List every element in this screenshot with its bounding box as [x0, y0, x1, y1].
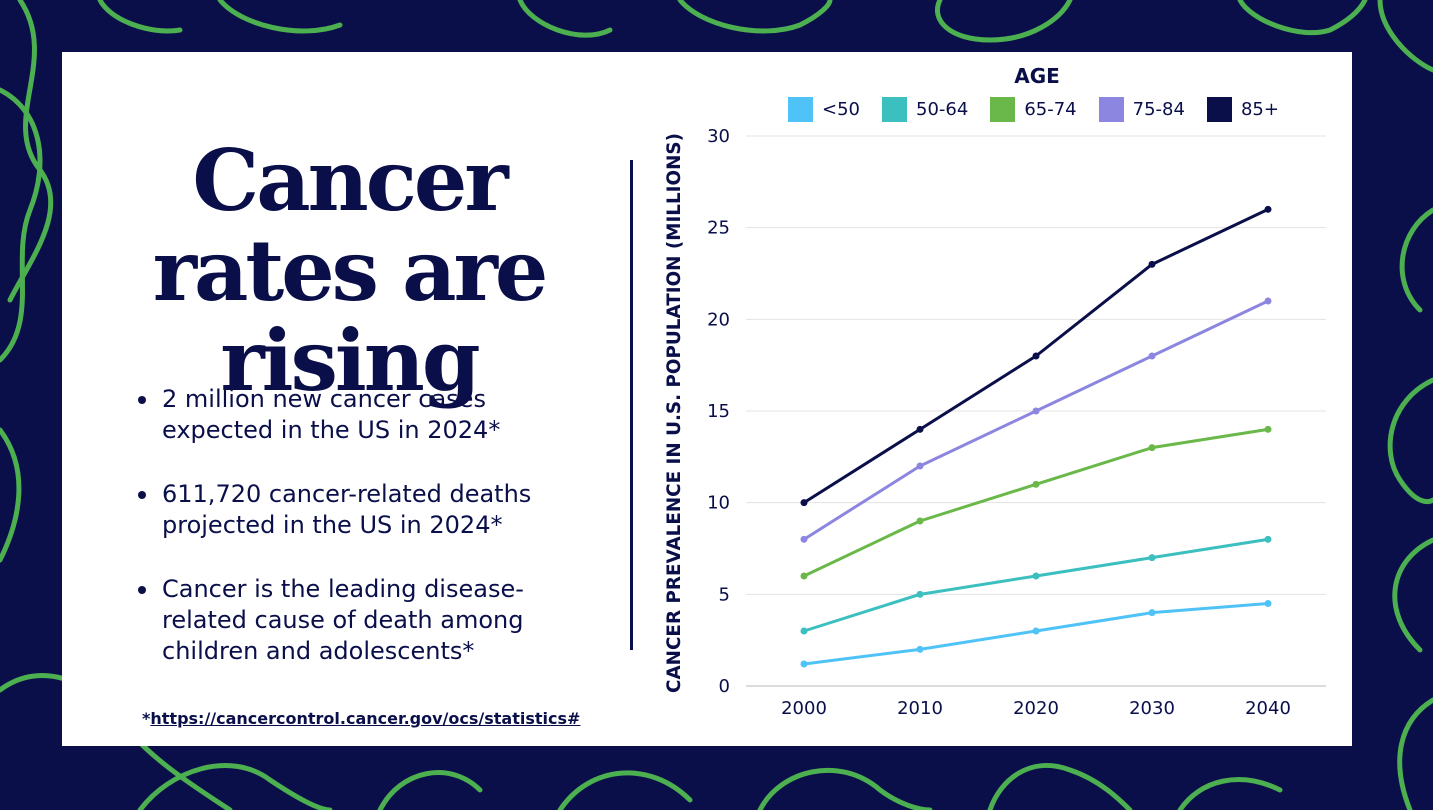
legend-label: 75-84 [1132, 99, 1185, 120]
data-point [1264, 535, 1272, 543]
legend-item: 50-64 [882, 97, 968, 122]
headline-line-2: rates are [152, 221, 549, 321]
x-tick-label: 2030 [1129, 698, 1175, 719]
data-point [1264, 205, 1272, 213]
data-point [800, 627, 808, 635]
fact-list: 2 million new cancer cases expected in t… [136, 384, 556, 700]
x-tick-label: 2020 [1013, 698, 1059, 719]
headline: Cancer rates are rising [124, 136, 574, 406]
x-tick-label: 2010 [897, 698, 943, 719]
fact-item: 611,720 cancer-related deaths projected … [136, 479, 556, 541]
legend-item: <50 [788, 97, 860, 122]
data-point [1032, 627, 1040, 635]
legend-item: 65-74 [990, 97, 1077, 122]
legend-label: 65-74 [1024, 99, 1077, 120]
legend-title: AGE [1014, 64, 1060, 88]
y-tick-label: 20 [707, 309, 730, 330]
x-tick-label: 2000 [781, 698, 827, 719]
data-point [1032, 480, 1040, 488]
legend-label: <50 [822, 99, 860, 120]
vertical-divider [630, 160, 633, 650]
data-point [1032, 572, 1040, 580]
data-point [1148, 260, 1156, 268]
data-point [916, 425, 924, 433]
y-tick-label: 10 [707, 493, 730, 514]
y-tick-label: 25 [707, 218, 730, 239]
legend-swatch [990, 97, 1016, 122]
source-prefix: * [142, 709, 151, 728]
data-point [1264, 425, 1272, 433]
data-point [916, 590, 924, 598]
data-point [800, 499, 808, 507]
legend-swatch [1098, 97, 1124, 122]
headline-line-1: Cancer [192, 131, 508, 231]
y-tick-label: 5 [719, 584, 730, 605]
data-point [800, 572, 808, 580]
chart-legend: <50 50-64 65-74 75-84 85+ [788, 97, 1301, 122]
legend-label: 85+ [1240, 99, 1279, 120]
data-point [916, 462, 924, 470]
data-point [800, 535, 808, 543]
headline-line-3: rising [220, 311, 480, 411]
line-chart: 0 5 10 15 20 25 30 2000 2010 2020 2030 2040 CANCER P… [663, 126, 1326, 719]
data-point [1032, 407, 1040, 415]
y-tick-label: 15 [707, 401, 730, 422]
legend-swatch [882, 97, 907, 122]
y-tick-label: 0 [719, 676, 730, 697]
x-tick-label: 2040 [1245, 698, 1291, 719]
legend-item: 75-84 [1098, 97, 1185, 122]
fact-item: Cancer is the leading disease-related ca… [136, 574, 556, 667]
data-point [1264, 600, 1272, 607]
fact-item: 2 million new cancer cases expected in t… [136, 384, 556, 446]
legend-item: 85+ [1206, 97, 1279, 122]
data-point [916, 517, 924, 525]
series-line [803, 299, 1269, 541]
source-citation: *https://cancercontrol.cancer.gov/ocs/st… [142, 709, 580, 728]
source-link[interactable]: https://cancercontrol.cancer.gov/ocs/sta… [150, 709, 581, 728]
y-axis-label: CANCER PREVALENCE IN U.S. POPULATION (MI… [663, 133, 685, 693]
series-line [803, 537, 1269, 633]
data-point [1148, 554, 1156, 562]
y-tick-label: 30 [707, 126, 730, 147]
data-point [916, 645, 924, 653]
data-point [1148, 609, 1156, 617]
legend-swatch [1206, 97, 1232, 122]
legend-label: 50-64 [916, 99, 969, 120]
data-point [1148, 352, 1156, 360]
data-point [1264, 297, 1272, 305]
content-card: Cancer rates are rising 2 million new ca… [62, 52, 1352, 746]
legend-swatch [788, 97, 813, 122]
data-point [1148, 444, 1156, 452]
data-point [800, 660, 808, 668]
data-point [1032, 352, 1040, 360]
